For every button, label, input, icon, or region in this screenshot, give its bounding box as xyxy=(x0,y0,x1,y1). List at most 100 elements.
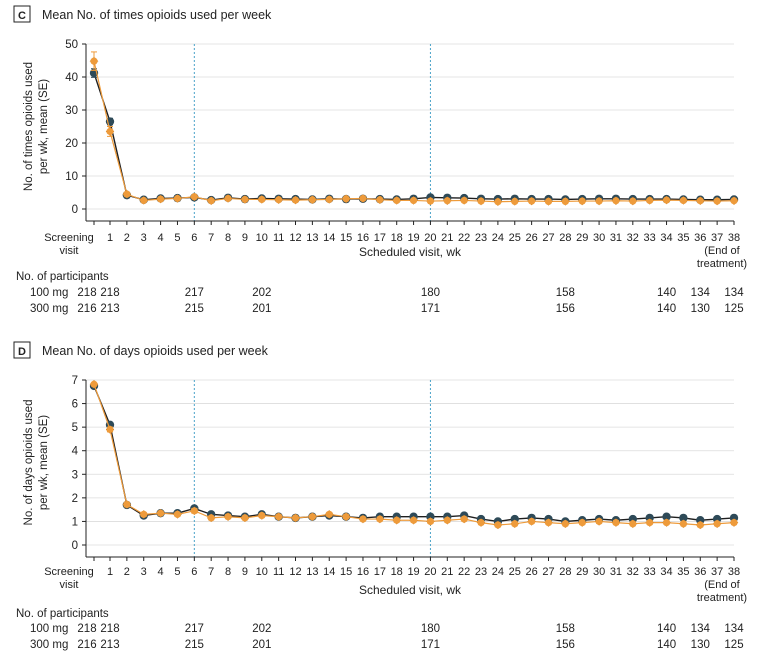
point-300mg-core xyxy=(477,519,485,527)
y-axis-label: per wk, mean (SE) xyxy=(38,79,50,174)
participants-value: 216 xyxy=(77,639,96,651)
point-300mg-core xyxy=(460,196,468,205)
point-300mg-core xyxy=(308,513,316,521)
point-300mg-core xyxy=(106,425,114,434)
point-300mg-core xyxy=(123,500,131,509)
x-tick-label: 24 xyxy=(492,232,504,244)
point-300mg-core xyxy=(342,513,350,521)
point-300mg-core xyxy=(595,197,603,205)
point-300mg-core xyxy=(173,510,182,518)
point-300mg-core xyxy=(207,514,215,522)
participants-row-label: 300 mg xyxy=(30,303,68,315)
point-300mg-core xyxy=(156,195,165,203)
participants-value: 213 xyxy=(100,303,119,315)
y-tick-label: 2 xyxy=(72,493,78,505)
point-300mg-core xyxy=(140,510,148,518)
x-tick-sublabel: (End of xyxy=(704,579,740,591)
x-tick-label: 9 xyxy=(242,232,248,244)
x-tick-label: 25 xyxy=(509,232,521,244)
point-300mg-core xyxy=(90,57,98,65)
y-tick-label: 30 xyxy=(65,105,78,117)
y-tick-label: 7 xyxy=(72,375,78,387)
point-300mg-core xyxy=(544,197,553,206)
x-tick-label: 33 xyxy=(644,232,656,244)
point-300mg-core xyxy=(426,197,435,205)
y-tick-label: 20 xyxy=(65,138,78,150)
point-300mg-core xyxy=(696,521,704,529)
x-tick-label: 32 xyxy=(627,232,639,244)
x-tick-label: 11 xyxy=(273,566,284,578)
x-tick-sublabel: treatment) xyxy=(697,258,747,270)
x-tick-label: 19 xyxy=(407,232,419,244)
x-tick-label: 4 xyxy=(158,232,164,244)
participants-value: 140 xyxy=(657,639,676,651)
participants-value: 158 xyxy=(556,623,575,635)
x-tick-label: 3 xyxy=(141,566,147,578)
x-tick-label: 10 xyxy=(256,566,268,578)
x-tick-label: 27 xyxy=(542,566,554,578)
x-tick-label: 34 xyxy=(660,566,672,578)
point-300mg-core xyxy=(359,194,367,203)
x-tick-label: Screening xyxy=(44,232,94,244)
x-tick-label: 25 xyxy=(509,566,521,578)
participants-value: 134 xyxy=(724,623,744,635)
point-300mg-core xyxy=(629,197,637,205)
x-tick-label: Screening xyxy=(44,566,94,578)
panel-letter-box xyxy=(13,5,31,23)
x-tick-label: 36 xyxy=(694,232,706,244)
series-line-300-mg xyxy=(93,384,735,526)
x-tick-label: 10 xyxy=(256,232,268,244)
participants-value: 216 xyxy=(77,303,96,315)
y-axis-label: No. of days opioids used xyxy=(23,400,35,526)
participants-value: 171 xyxy=(421,639,440,651)
x-tick-label: 28 xyxy=(559,566,571,578)
participants-row-label: 100 mg xyxy=(30,287,68,299)
x-tick-label: 34 xyxy=(660,232,672,244)
x-tick-label: 1 xyxy=(107,232,113,244)
x-tick-label: 14 xyxy=(323,566,335,578)
point-300mg-core xyxy=(595,517,603,526)
participants-value: 156 xyxy=(556,639,575,651)
x-tick-label: 11 xyxy=(273,232,284,244)
point-300mg-core xyxy=(511,197,519,206)
point-100mg xyxy=(662,512,671,521)
point-300mg-core xyxy=(308,196,316,204)
participants-value: 201 xyxy=(252,639,271,651)
point-300mg-core xyxy=(578,519,586,527)
y-tick-label: 5 xyxy=(72,422,78,434)
y-tick-label: 0 xyxy=(72,540,78,552)
point-300mg-core xyxy=(207,197,215,205)
x-tick-label: 18 xyxy=(391,566,403,578)
point-300mg-core xyxy=(477,197,485,205)
x-tick-label: 8 xyxy=(225,566,231,578)
x-tick-label: 17 xyxy=(374,232,386,244)
point-300mg-core xyxy=(511,520,519,528)
x-tick-label: 15 xyxy=(340,232,352,244)
point-300mg-core xyxy=(241,195,249,204)
y-tick-label: 6 xyxy=(72,399,78,411)
x-tick-label: 15 xyxy=(340,566,352,578)
x-tick-label: 27 xyxy=(542,232,554,244)
point-300mg-core xyxy=(730,519,738,527)
point-300mg-core xyxy=(612,197,620,205)
point-300mg-core xyxy=(258,195,266,204)
x-tick-label: 23 xyxy=(475,232,487,244)
x-tick-label: 37 xyxy=(711,232,723,244)
x-tick-label: 20 xyxy=(424,566,436,578)
point-300mg-core xyxy=(393,196,401,205)
point-300mg-core xyxy=(494,521,502,529)
x-tick-label: 32 xyxy=(627,566,639,578)
participants-value: 213 xyxy=(100,639,119,651)
x-tick-label: 4 xyxy=(158,566,164,578)
x-tick-label: 14 xyxy=(323,232,335,244)
point-300mg-core xyxy=(443,197,451,205)
participants-row-label: 300 mg xyxy=(30,639,68,651)
point-300mg-core xyxy=(612,519,620,527)
x-axis-label: Scheduled visit, wk xyxy=(359,245,462,259)
x-tick-label: 12 xyxy=(289,566,301,578)
point-300mg-core xyxy=(730,197,738,205)
x-tick-label: 16 xyxy=(357,566,369,578)
x-tick-label: 7 xyxy=(208,232,214,244)
participants-value: 130 xyxy=(691,639,710,651)
x-tick-label: 20 xyxy=(424,232,436,244)
